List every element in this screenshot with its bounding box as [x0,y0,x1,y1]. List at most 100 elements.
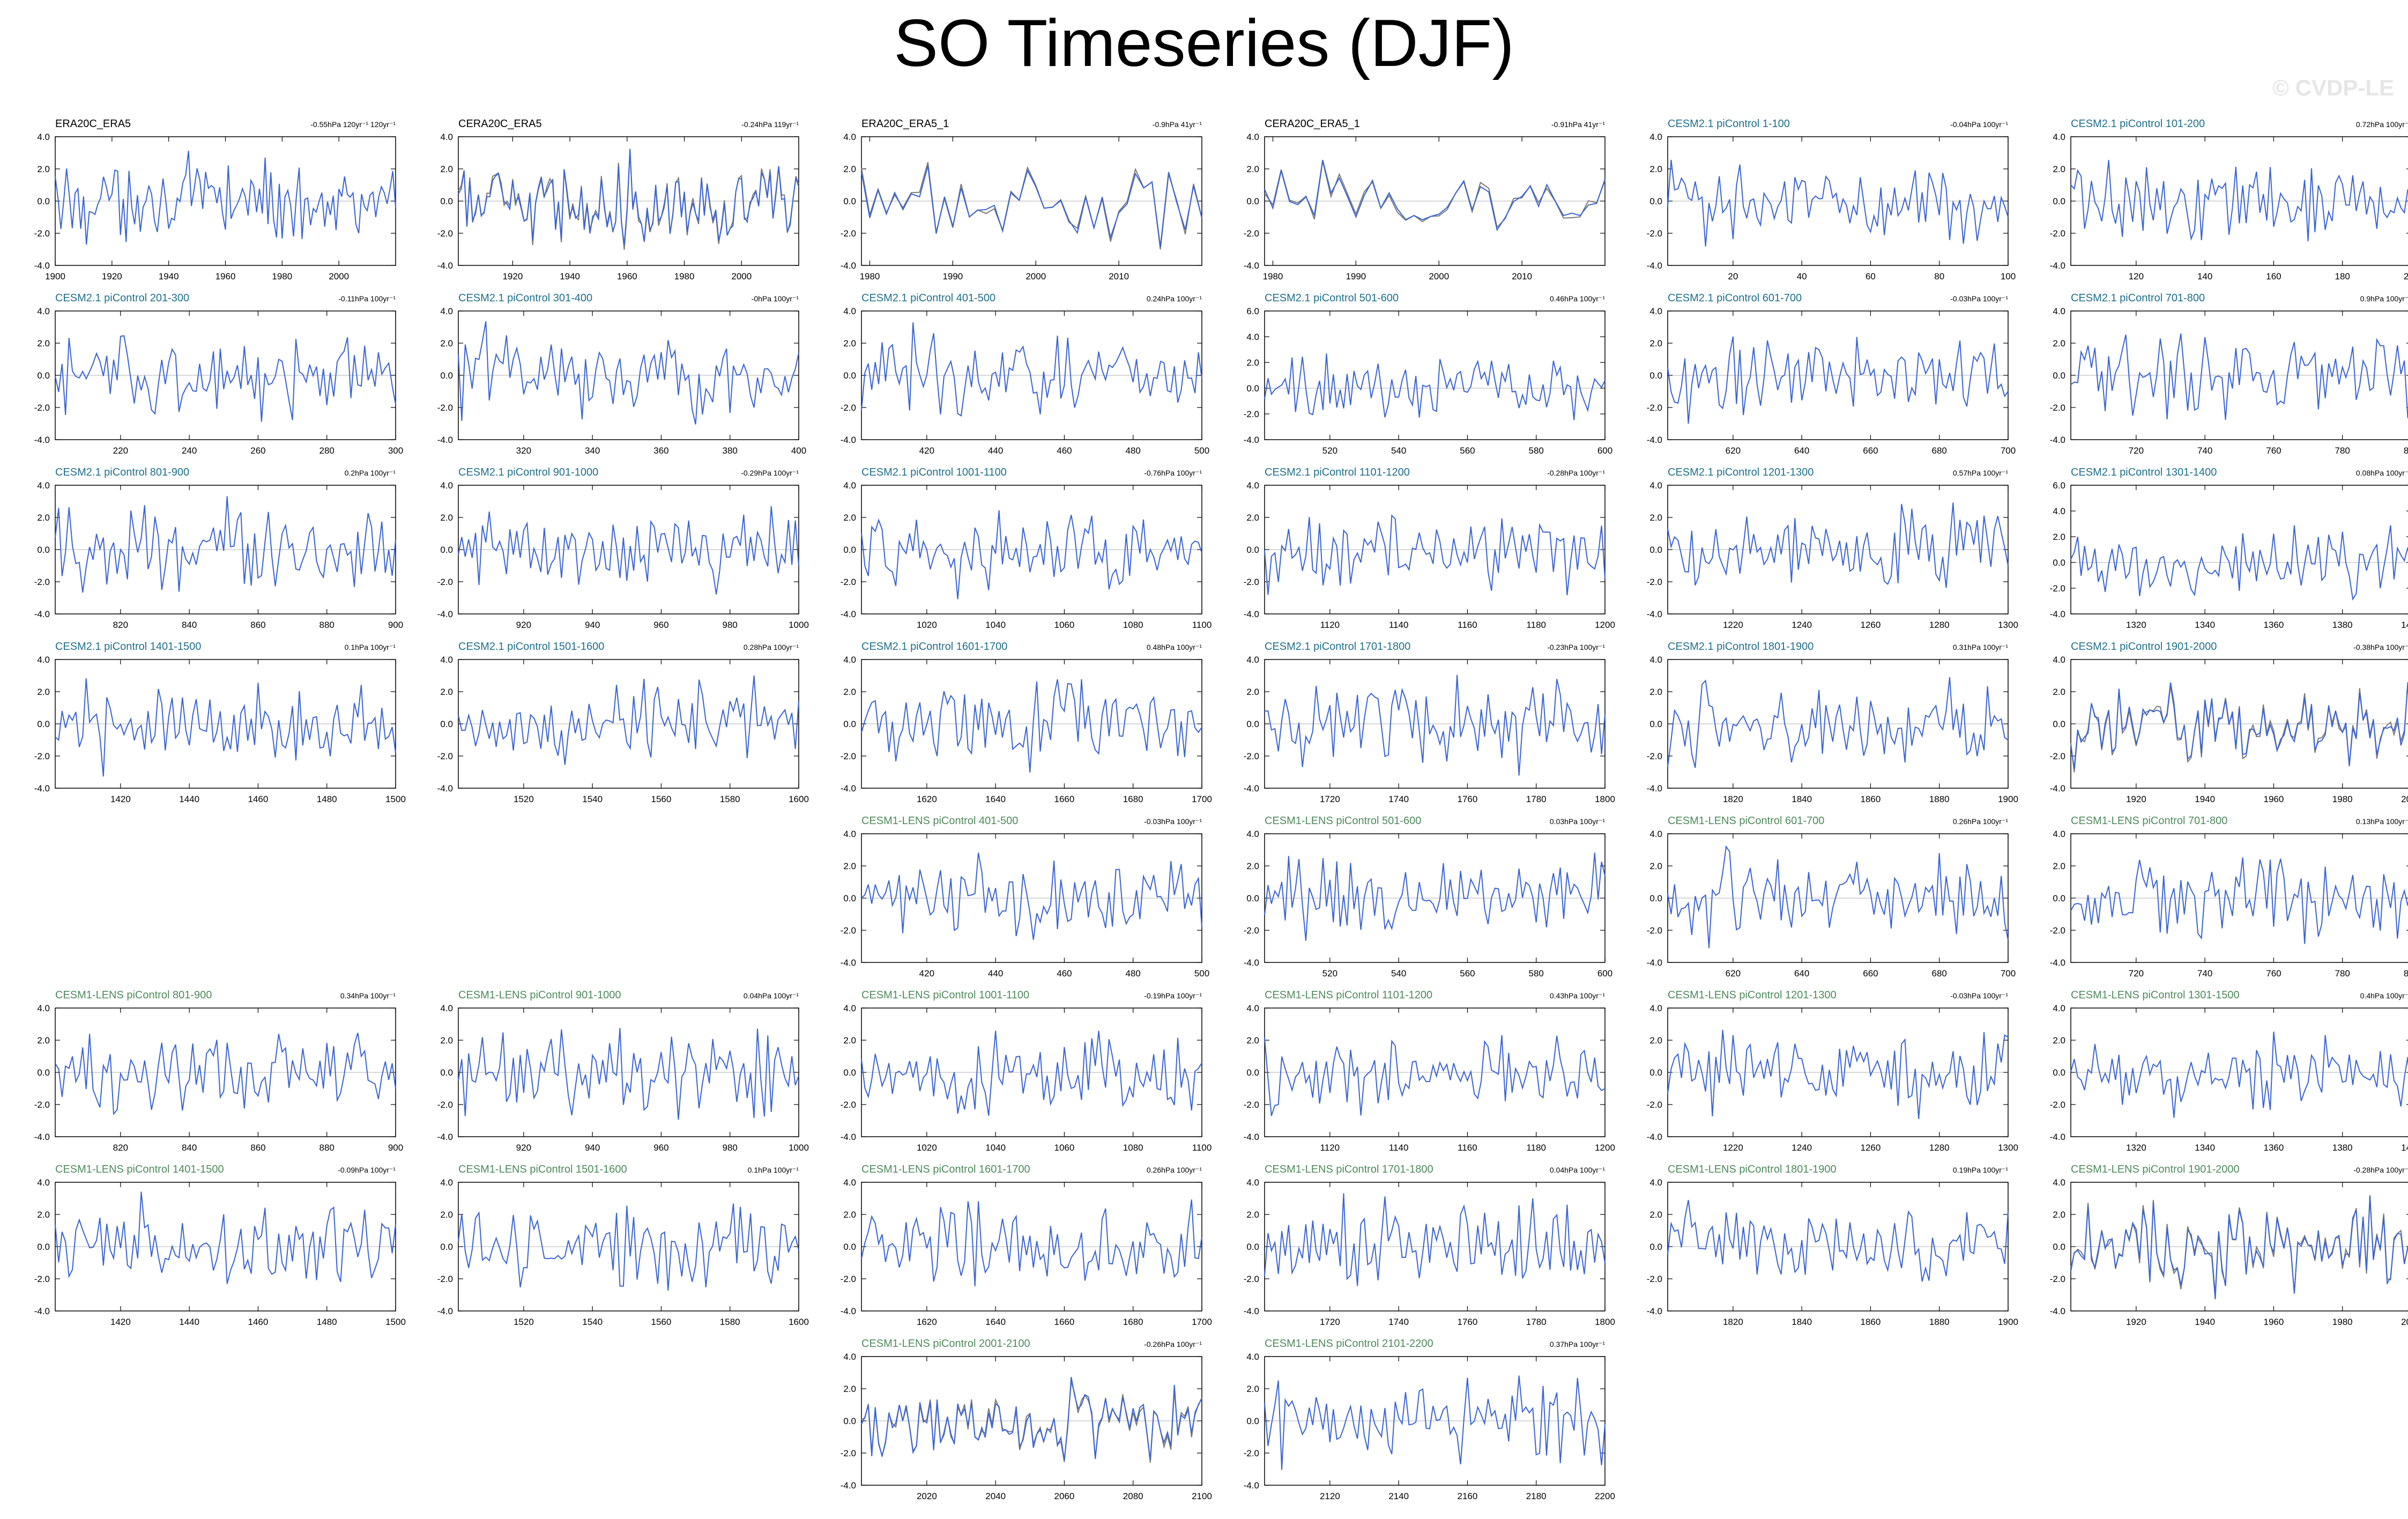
y-tick-label: 0.0 [440,1242,453,1252]
x-tick-label: 60 [1866,271,1876,281]
y-tick-label: 2.0 [1649,1035,1662,1046]
y-tick-label: 0.0 [1246,545,1259,555]
x-tick-label: 920 [516,620,531,630]
x-tick-label: 860 [250,620,265,630]
y-tick-label: -2.0 [841,1100,856,1110]
y-tick-label: 2.0 [2053,164,2065,174]
x-tick-label: 720 [2129,968,2144,979]
y-tick-label: -2.0 [34,228,50,239]
series-line [55,1033,396,1116]
y-tick-label: 0.0 [1649,371,1662,381]
x-tick-label: 1680 [1123,794,1143,804]
x-tick-label: 1920 [502,271,523,281]
x-tick-label: 1600 [789,794,809,804]
y-tick-label: 2.0 [843,338,856,349]
x-tick-label: 1240 [1792,620,1812,630]
panel-title: ERA20C_ERA5_1 [861,118,949,130]
x-tick-label: 1500 [385,794,406,804]
x-tick-label: 1320 [2126,1143,2146,1153]
x-tick-label: 1000 [789,620,809,630]
y-tick-label: 4.0 [1246,1352,1259,1362]
y-tick-label: 0.0 [2053,371,2065,381]
y-tick-label: 0.0 [1246,1242,1259,1252]
panel-trend: -0.19hPa 100yr⁻¹ [1144,991,1202,1000]
x-tick-label: 380 [723,446,738,456]
x-tick-label: 1440 [179,794,199,804]
x-tick-label: 1960 [2264,1317,2284,1327]
panel-trend: 0.34hPa 100yr⁻¹ [340,991,396,1000]
x-tick-label: 780 [2335,446,2350,456]
y-tick-label: -4.0 [34,435,50,445]
x-tick-label: 1360 [2264,620,2284,630]
y-tick-label: -4.0 [841,609,856,619]
x-tick-label: 1800 [1595,794,1615,804]
x-tick-label: 1740 [1388,794,1409,804]
x-tick-label: 200 [2404,271,2408,281]
x-tick-label: 460 [1057,446,1072,456]
panel-title: CESM2.1 piControl 201-300 [55,292,189,304]
x-tick-label: 660 [1863,446,1878,456]
y-tick-label: 4.0 [1649,829,1662,839]
y-tick-label: 4.0 [440,480,453,491]
x-tick-label: 1220 [1723,620,1743,630]
y-tick-label: 6.0 [2053,480,2065,491]
x-tick-label: 2060 [1054,1491,1075,1501]
y-tick-label: 4.0 [843,829,856,839]
panel-title: CESM1-LENS piControl 2001-2100 [861,1338,1030,1350]
panel-title: CESM1-LENS piControl 1901-2000 [2071,1164,2240,1175]
series-line [2070,1031,2408,1118]
y-tick-label: -4.0 [2050,958,2065,968]
y-tick-label: 0.0 [1246,1068,1259,1078]
y-tick-label: -4.0 [841,783,856,794]
y-tick-label: 2.0 [843,687,856,697]
y-tick-label: 0.0 [440,1068,453,1078]
y-tick-label: 4.0 [37,1177,50,1188]
y-tick-label: 4.0 [1246,132,1259,142]
obs-series-line [458,151,799,250]
y-tick-label: 2.0 [1649,164,1662,174]
panel-title: CESM2.1 piControl 1501-1600 [458,641,604,653]
panel-trend: -0.29hPa 100yr⁻¹ [741,469,799,477]
y-tick-label: 2.0 [440,513,453,523]
panel-title: CESM2.1 piControl 1-100 [1668,118,1790,130]
y-tick-label: 0.0 [2053,1242,2065,1252]
y-tick-label: 2.0 [843,1384,856,1394]
x-tick-label: 540 [1391,968,1406,979]
x-tick-label: 800 [2404,968,2408,979]
x-tick-label: 1990 [942,271,963,281]
y-tick-label: 0.0 [1246,383,1259,394]
y-tick-label: 0.0 [1649,196,1662,206]
y-tick-label: 2.0 [843,513,856,523]
panel-trend: 0.2hPa 100yr⁻¹ [345,469,396,477]
x-tick-label: 1820 [1723,794,1743,804]
x-tick-label: 1020 [917,1143,937,1153]
x-tick-label: 1520 [514,794,534,804]
y-tick-label: 0.0 [843,545,856,555]
x-tick-label: 2000 [1429,271,1449,281]
y-tick-label: 2.0 [37,687,50,697]
x-tick-label: 1500 [385,1317,406,1327]
y-tick-label: 2.0 [440,1035,453,1046]
y-tick-label: 4.0 [1246,1177,1259,1188]
x-tick-label: 400 [791,446,806,456]
y-tick-label: 0.0 [37,719,50,729]
x-tick-label: 40 [1797,271,1807,281]
series-line [2070,525,2408,601]
timeseries-panel: CESM2.1 piControl 1501-1600 0.28hPa 100yr… [437,641,809,804]
y-tick-label: 4.0 [843,1003,856,1013]
timeseries-panel: CESM2.1 piControl 801-900 0.2hPa 100yr⁻¹ 4… [34,466,403,630]
series-line [1264,853,1606,941]
x-tick-label: 1760 [1458,794,1478,804]
x-tick-label: 1060 [1054,1143,1075,1153]
x-tick-label: 1240 [1792,1143,1812,1153]
x-tick-label: 1980 [1263,271,1283,281]
panel-trend: 0.26hPa 100yr⁻¹ [1147,1166,1202,1174]
series-line [861,1031,1202,1116]
x-tick-label: 760 [2266,446,2281,456]
y-tick-label: 4.0 [37,306,50,316]
y-tick-label: -2.0 [1244,1100,1259,1110]
x-tick-label: 1980 [2332,794,2353,804]
panel-trend: 0.37hPa 100yr⁻¹ [1550,1340,1605,1348]
y-tick-label: 4.0 [1246,655,1259,665]
timeseries-panel: CESM1-LENS piControl 501-600 0.03hPa 100y… [1244,815,1612,979]
